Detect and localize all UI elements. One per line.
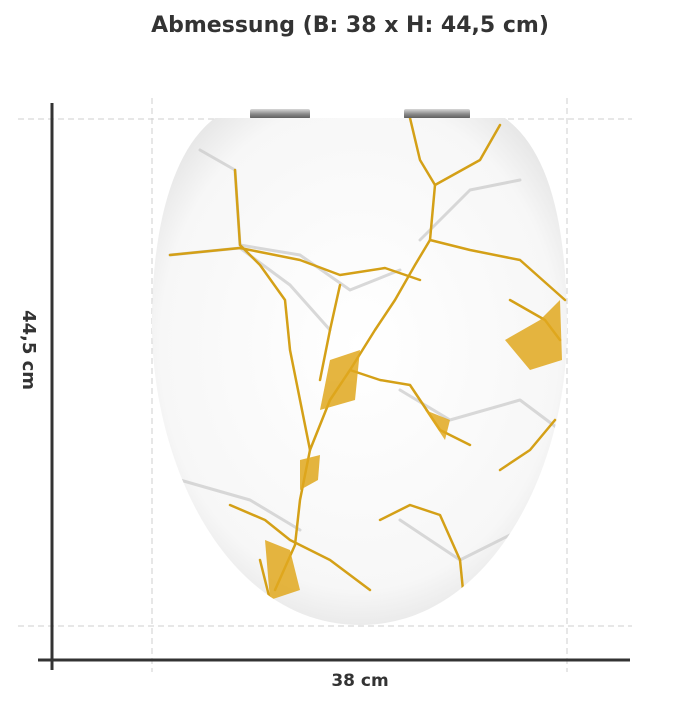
width-label: 38 cm (331, 671, 388, 691)
toilet-seat (151, 118, 567, 625)
guide-lines (18, 98, 632, 672)
hinge (250, 109, 310, 119)
marble-veins (168, 118, 567, 612)
hinge (404, 109, 470, 119)
title: Abmessung (B: 38 x H: 44,5 cm) (151, 13, 549, 38)
height-label: 44,5 cm (18, 310, 39, 390)
dimension-lines (38, 103, 630, 670)
